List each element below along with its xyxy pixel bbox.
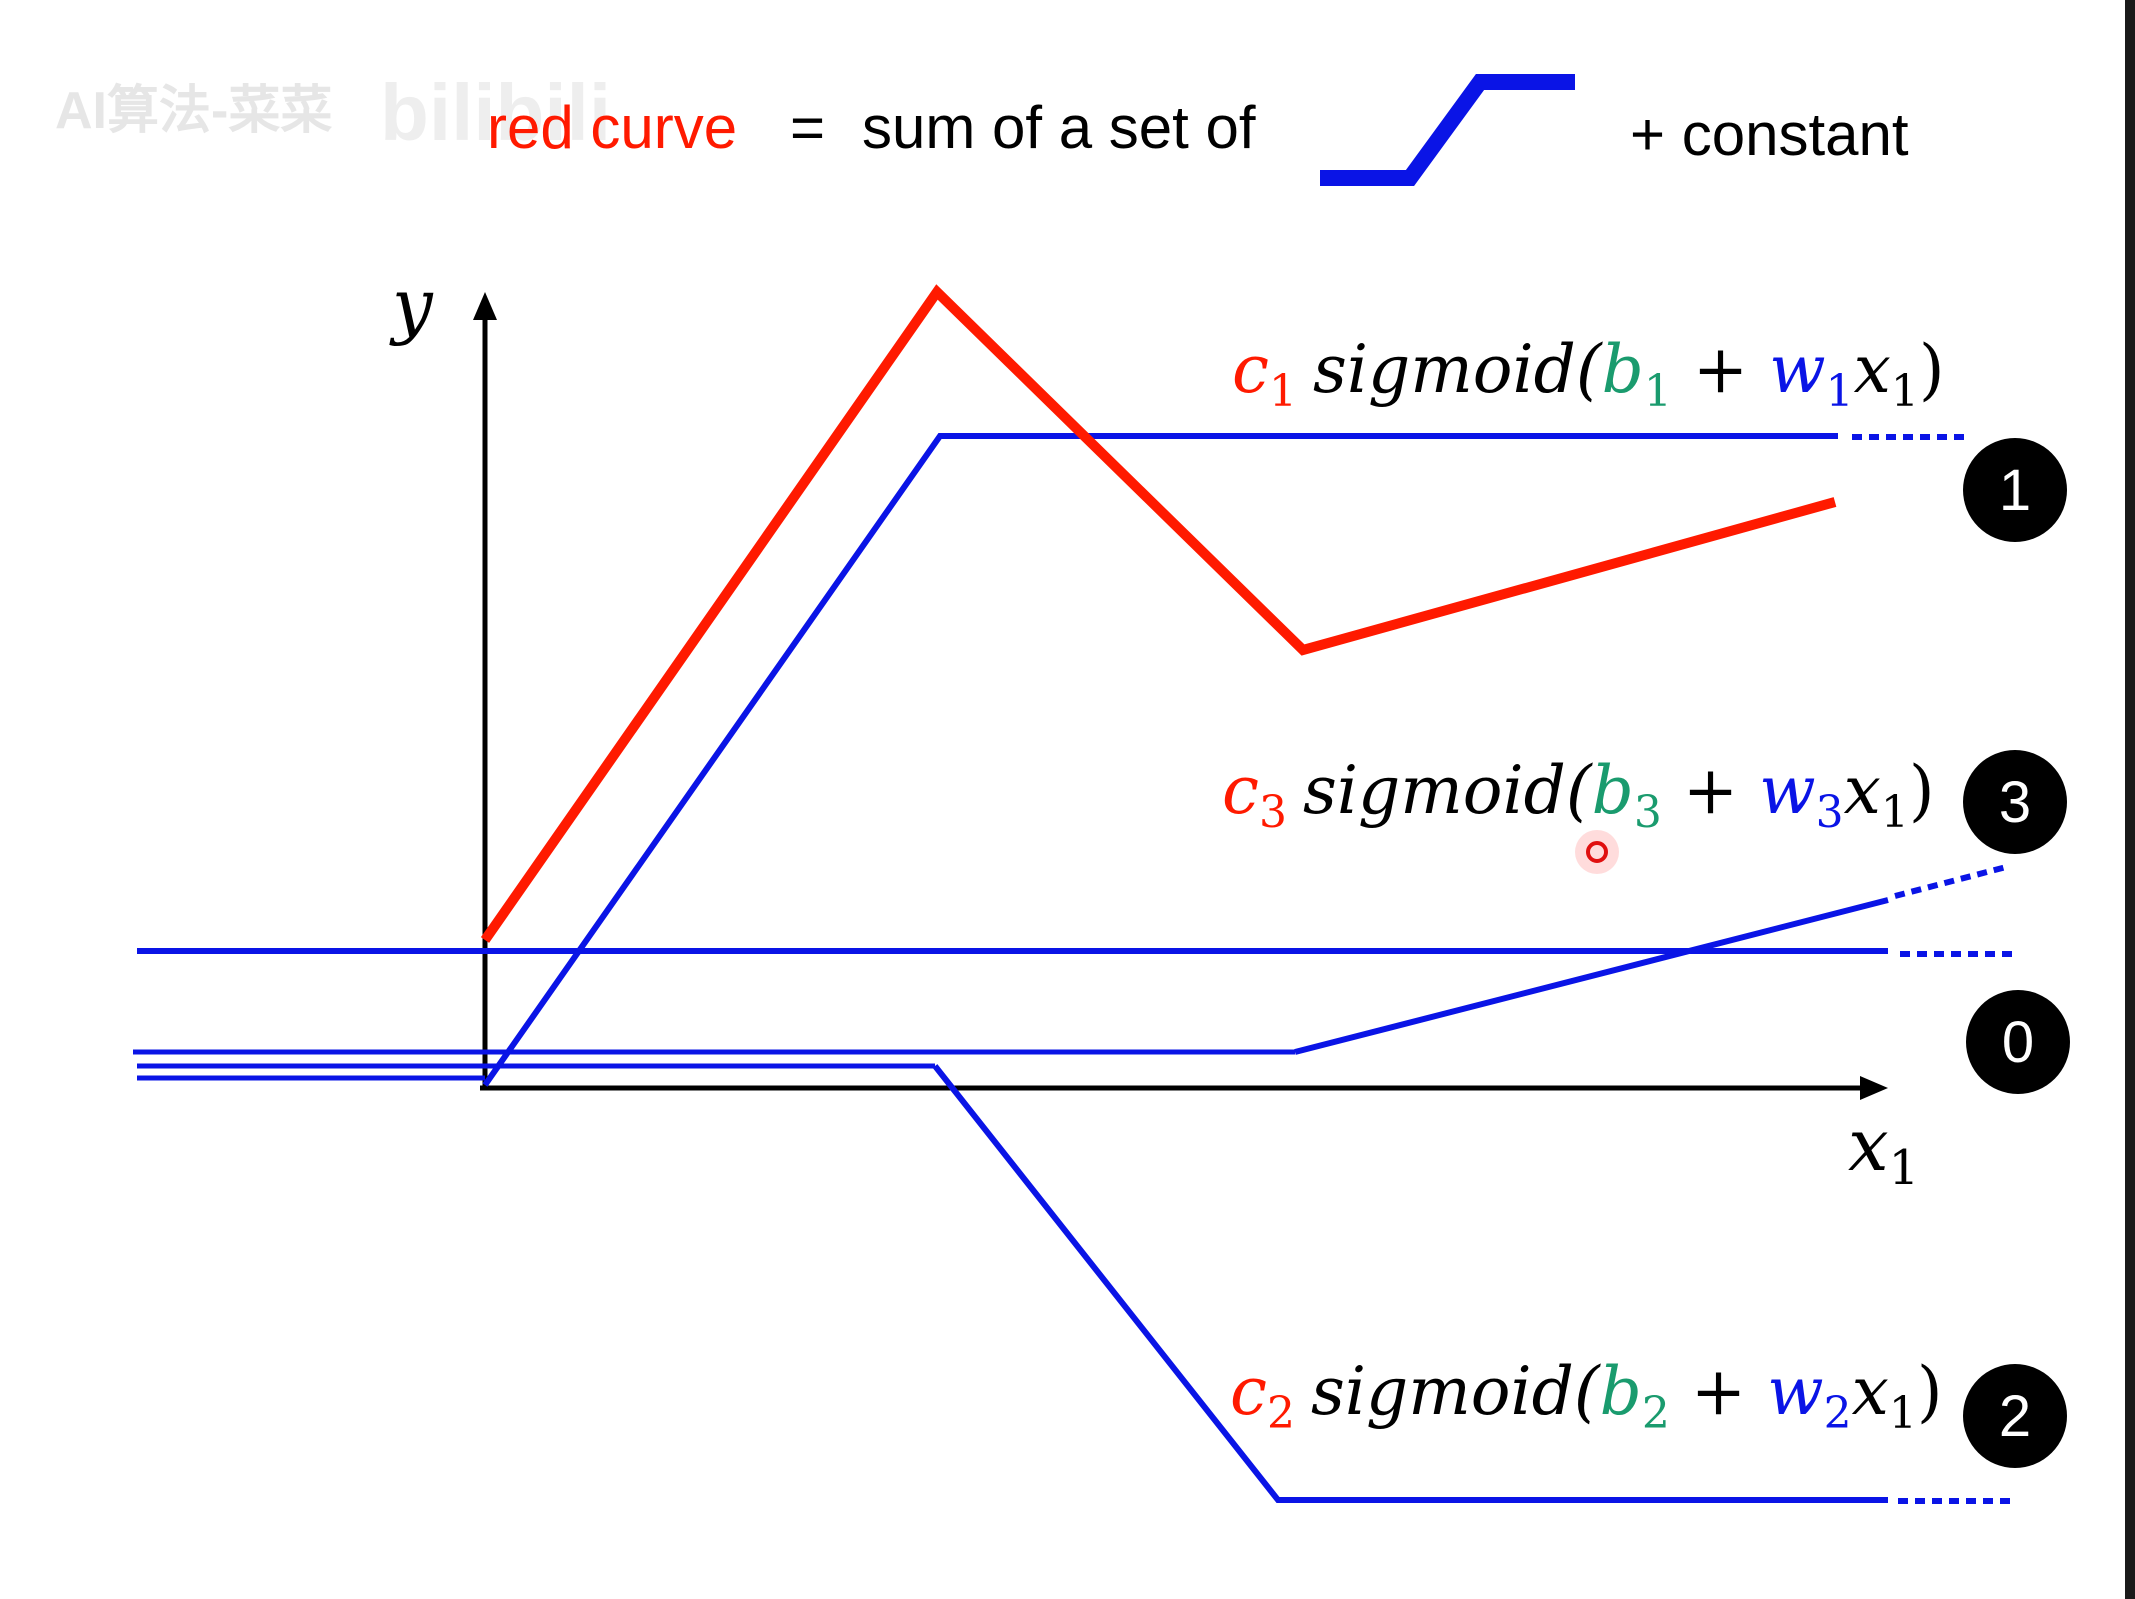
constant-line <box>137 948 2015 957</box>
sigmoid-1-curve <box>482 433 1968 1087</box>
watermark-text: AI算法-菜菜 <box>55 82 332 140</box>
constant-text: + constant <box>1630 101 1909 168</box>
x-axis <box>480 1076 1888 1100</box>
right-edge-bar <box>2125 0 2135 1599</box>
watermark-logo: bilibili <box>380 68 611 157</box>
y-axis <box>473 292 497 1088</box>
badge-0-label: 0 <box>2002 1010 2034 1075</box>
x-axis-label: x1 <box>1848 1103 1919 1196</box>
badge-3: 3 <box>1963 750 2067 854</box>
badge-2: 2 <box>1963 1364 2067 1468</box>
red-curve <box>480 284 1837 943</box>
badge-1-label: 1 <box>1999 458 2031 523</box>
x-axis-label-subscript: 1 <box>1889 1140 1920 1196</box>
badge-1: 1 <box>1963 438 2067 542</box>
y-axis-label: y <box>389 263 434 347</box>
sigmoid-3-curve <box>1294 863 2011 1055</box>
baseline-lines <box>133 1049 1295 1081</box>
hard-sigmoid-icon <box>1320 74 1575 186</box>
badge-2-label: 2 <box>1999 1384 2031 1449</box>
badge-3-label: 3 <box>1999 770 2031 835</box>
formula-3: c3 sigmoid(b3 + w3x1) <box>1222 752 1935 838</box>
formula-1: c1 sigmoid(b1 + w1x1) <box>1232 331 1945 417</box>
sum-text: sum of a set of <box>862 94 1256 161</box>
equals-sign: = <box>790 94 825 161</box>
cursor-marker-icon <box>1575 830 1619 874</box>
formula-2: c2 sigmoid(b2 + w2x1) <box>1230 1353 1943 1439</box>
badge-0: 0 <box>1966 990 2070 1094</box>
sigmoid-2-curve <box>932 1064 2015 1504</box>
red-curve-label: red curve <box>487 94 737 161</box>
